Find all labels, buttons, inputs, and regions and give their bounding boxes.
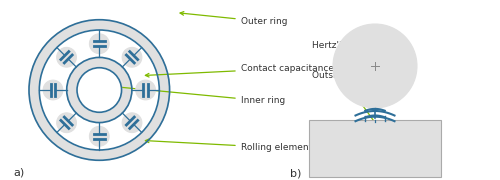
Text: a): a) (14, 168, 25, 178)
Circle shape (56, 47, 76, 67)
Text: b): b) (290, 169, 301, 179)
Circle shape (43, 80, 63, 100)
Text: Rolling element: Rolling element (146, 139, 312, 152)
Circle shape (122, 113, 142, 133)
Bar (309, 120, 441, 177)
Circle shape (122, 47, 142, 67)
Circle shape (90, 126, 109, 146)
Text: Hertz'ian area: Hertz'ian area (312, 40, 376, 106)
Circle shape (90, 34, 109, 54)
Text: Outside area: Outside area (312, 71, 377, 126)
Circle shape (77, 68, 122, 112)
Circle shape (136, 80, 156, 100)
Text: Outer ring: Outer ring (180, 12, 287, 26)
Circle shape (40, 30, 160, 150)
Circle shape (333, 24, 417, 108)
Circle shape (56, 113, 76, 133)
Text: Inner ring: Inner ring (97, 84, 285, 105)
Circle shape (29, 20, 170, 160)
Circle shape (66, 57, 132, 123)
Text: Contact capacitance: Contact capacitance (146, 64, 334, 77)
